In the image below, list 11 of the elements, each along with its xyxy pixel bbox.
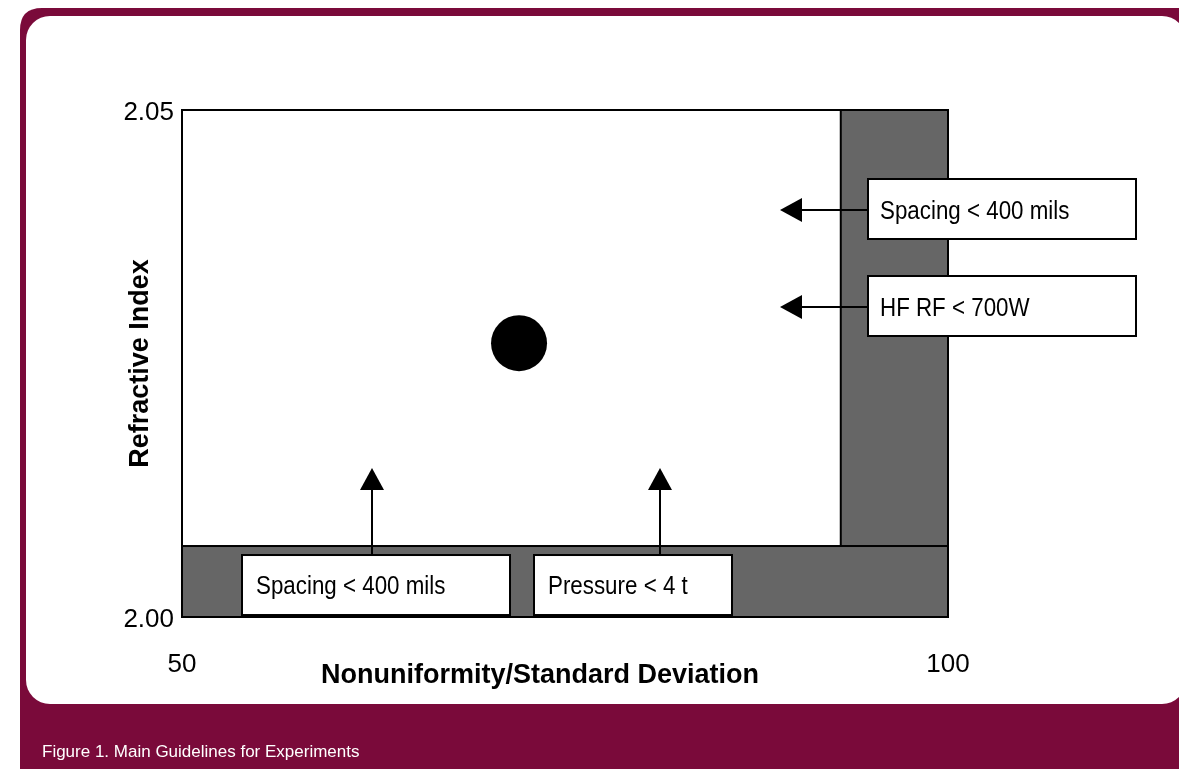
y-tick-label: 2.05 <box>123 96 174 126</box>
y-axis-title: Refractive Index <box>124 259 154 468</box>
x-tick-label: 50 <box>167 648 197 678</box>
x-tick-label: 100 <box>926 648 970 678</box>
annotation: Spacing < 400 mils <box>880 195 1070 225</box>
x-axis-title: Nonuniformity/Standard Deviation <box>320 659 760 689</box>
annotation: Spacing < 400 mils <box>256 570 446 600</box>
annotation: HF RF < 700W <box>880 292 1030 322</box>
y-tick-label: 2.00 <box>123 603 174 633</box>
annotation: Pressure < 4 t <box>548 570 688 600</box>
caption: Figure 1. Main Guidelines for Experiments <box>42 742 360 761</box>
